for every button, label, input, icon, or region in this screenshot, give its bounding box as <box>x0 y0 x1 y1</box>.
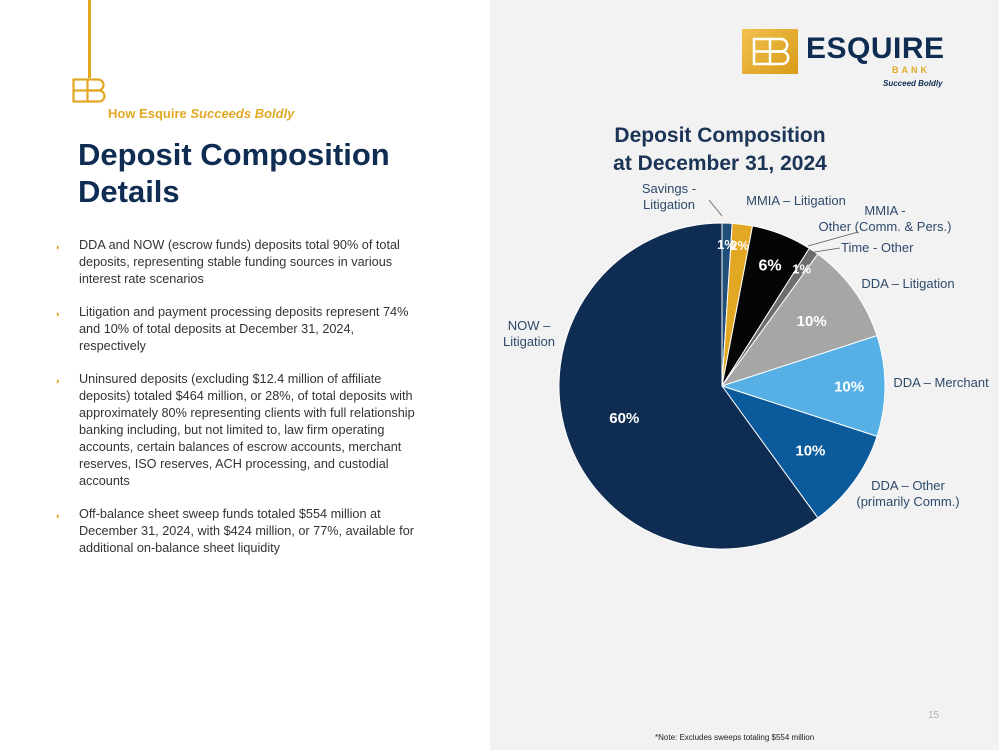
footnote: *Note: Excludes sweeps totaling $554 mil… <box>655 733 815 742</box>
text-panel: How Esquire Succeeds Boldly Deposit Comp… <box>0 0 490 750</box>
pie-leader-line <box>807 247 841 254</box>
pie-value-label: 1% <box>717 237 736 252</box>
pie-category-label: Litigation <box>643 197 695 212</box>
pie-slice <box>720 253 878 387</box>
pie-category-label: DDA – Litigation <box>861 276 954 291</box>
bullet-text: Uninsured deposits (excluding $12.4 mill… <box>79 372 415 488</box>
deposit-composition-pie-chart: 1%2%6% 1%10%10%10%60% Savings -Litigation… <box>503 181 989 550</box>
pie-category-label: NOW – <box>508 318 551 333</box>
bullet-item: ◗ Litigation and payment processing depos… <box>55 304 420 355</box>
bullet-item: ◗ Off-balance sheet sweep funds totaled $… <box>55 506 420 557</box>
pie-value-label: 10% <box>834 378 864 395</box>
pie-slice <box>720 334 886 438</box>
chart-title-line-1: Deposit Composition <box>614 124 826 147</box>
pie-category-label: DDA – Other <box>871 478 945 493</box>
pie-value-label: 6% <box>758 257 781 274</box>
pie-value-label: 60% <box>609 410 639 427</box>
pie-value-label: 10% <box>795 442 825 459</box>
page-title-line-1: Deposit Composition <box>78 137 390 172</box>
pie-leader-line <box>708 199 723 217</box>
kicker-emphasis: Succeeds Boldly <box>190 106 295 121</box>
pie-value-label: 2% <box>730 238 749 253</box>
pie-category-label: MMIA - <box>864 203 905 218</box>
bullet-item: ◗ DDA and NOW (escrow funds) deposits tot… <box>55 237 420 288</box>
logo-tagline: Succeed Boldly <box>883 79 943 88</box>
pie-value-label: 10% <box>797 313 827 330</box>
page-number: 15 <box>928 710 940 721</box>
pie-category-label: (primarily Comm.) <box>856 494 959 509</box>
logo-bank-text: BANK <box>892 65 930 75</box>
pie-category-label: MMIA – Litigation <box>746 193 846 208</box>
logo-wordmark: ESQUIRE <box>806 32 945 65</box>
bullet-text: DDA and NOW (escrow funds) deposits tota… <box>79 238 400 286</box>
eb-logo-icon <box>752 37 790 66</box>
chart-title-line-2: at December 31, 2024 <box>613 152 827 175</box>
logo-emblem <box>742 29 798 74</box>
eb-monogram-icon <box>72 78 106 103</box>
pie-value-label: 1% <box>792 261 811 276</box>
kicker-prefix: How Esquire <box>108 106 187 121</box>
pie-category-label: Other (Comm. & Pers.) <box>819 219 952 234</box>
page-title: Deposit Composition Details <box>78 136 478 210</box>
pie-category-label: Savings - <box>642 181 696 196</box>
bullet-text: Litigation and payment processing deposi… <box>79 305 409 353</box>
pie-slice <box>558 222 819 550</box>
pie-category-label: Litigation <box>503 334 555 349</box>
section-kicker: How Esquire Succeeds Boldly <box>108 106 294 121</box>
accent-line <box>88 0 91 78</box>
pie-category-label: Time - Other <box>841 240 914 255</box>
bullet-marker-icon: ◗ <box>55 376 61 386</box>
pie-leader-line <box>807 231 859 247</box>
pie-slice <box>720 385 878 519</box>
page-title-line-2: Details <box>78 174 180 209</box>
bullet-marker-icon: ◗ <box>55 511 61 521</box>
bullet-marker-icon: ◗ <box>55 242 61 252</box>
chart-title: Deposit Composition at December 31, 2024 <box>490 122 950 178</box>
bullet-list: ◗ DDA and NOW (escrow funds) deposits tot… <box>55 237 420 573</box>
bullet-text: Off-balance sheet sweep funds totaled $5… <box>79 507 414 555</box>
bullet-item: ◗ Uninsured deposits (excluding $12.4 mil… <box>55 371 420 490</box>
bullet-marker-icon: ◗ <box>55 309 61 319</box>
pie-category-label: DDA – Merchant <box>893 375 989 390</box>
